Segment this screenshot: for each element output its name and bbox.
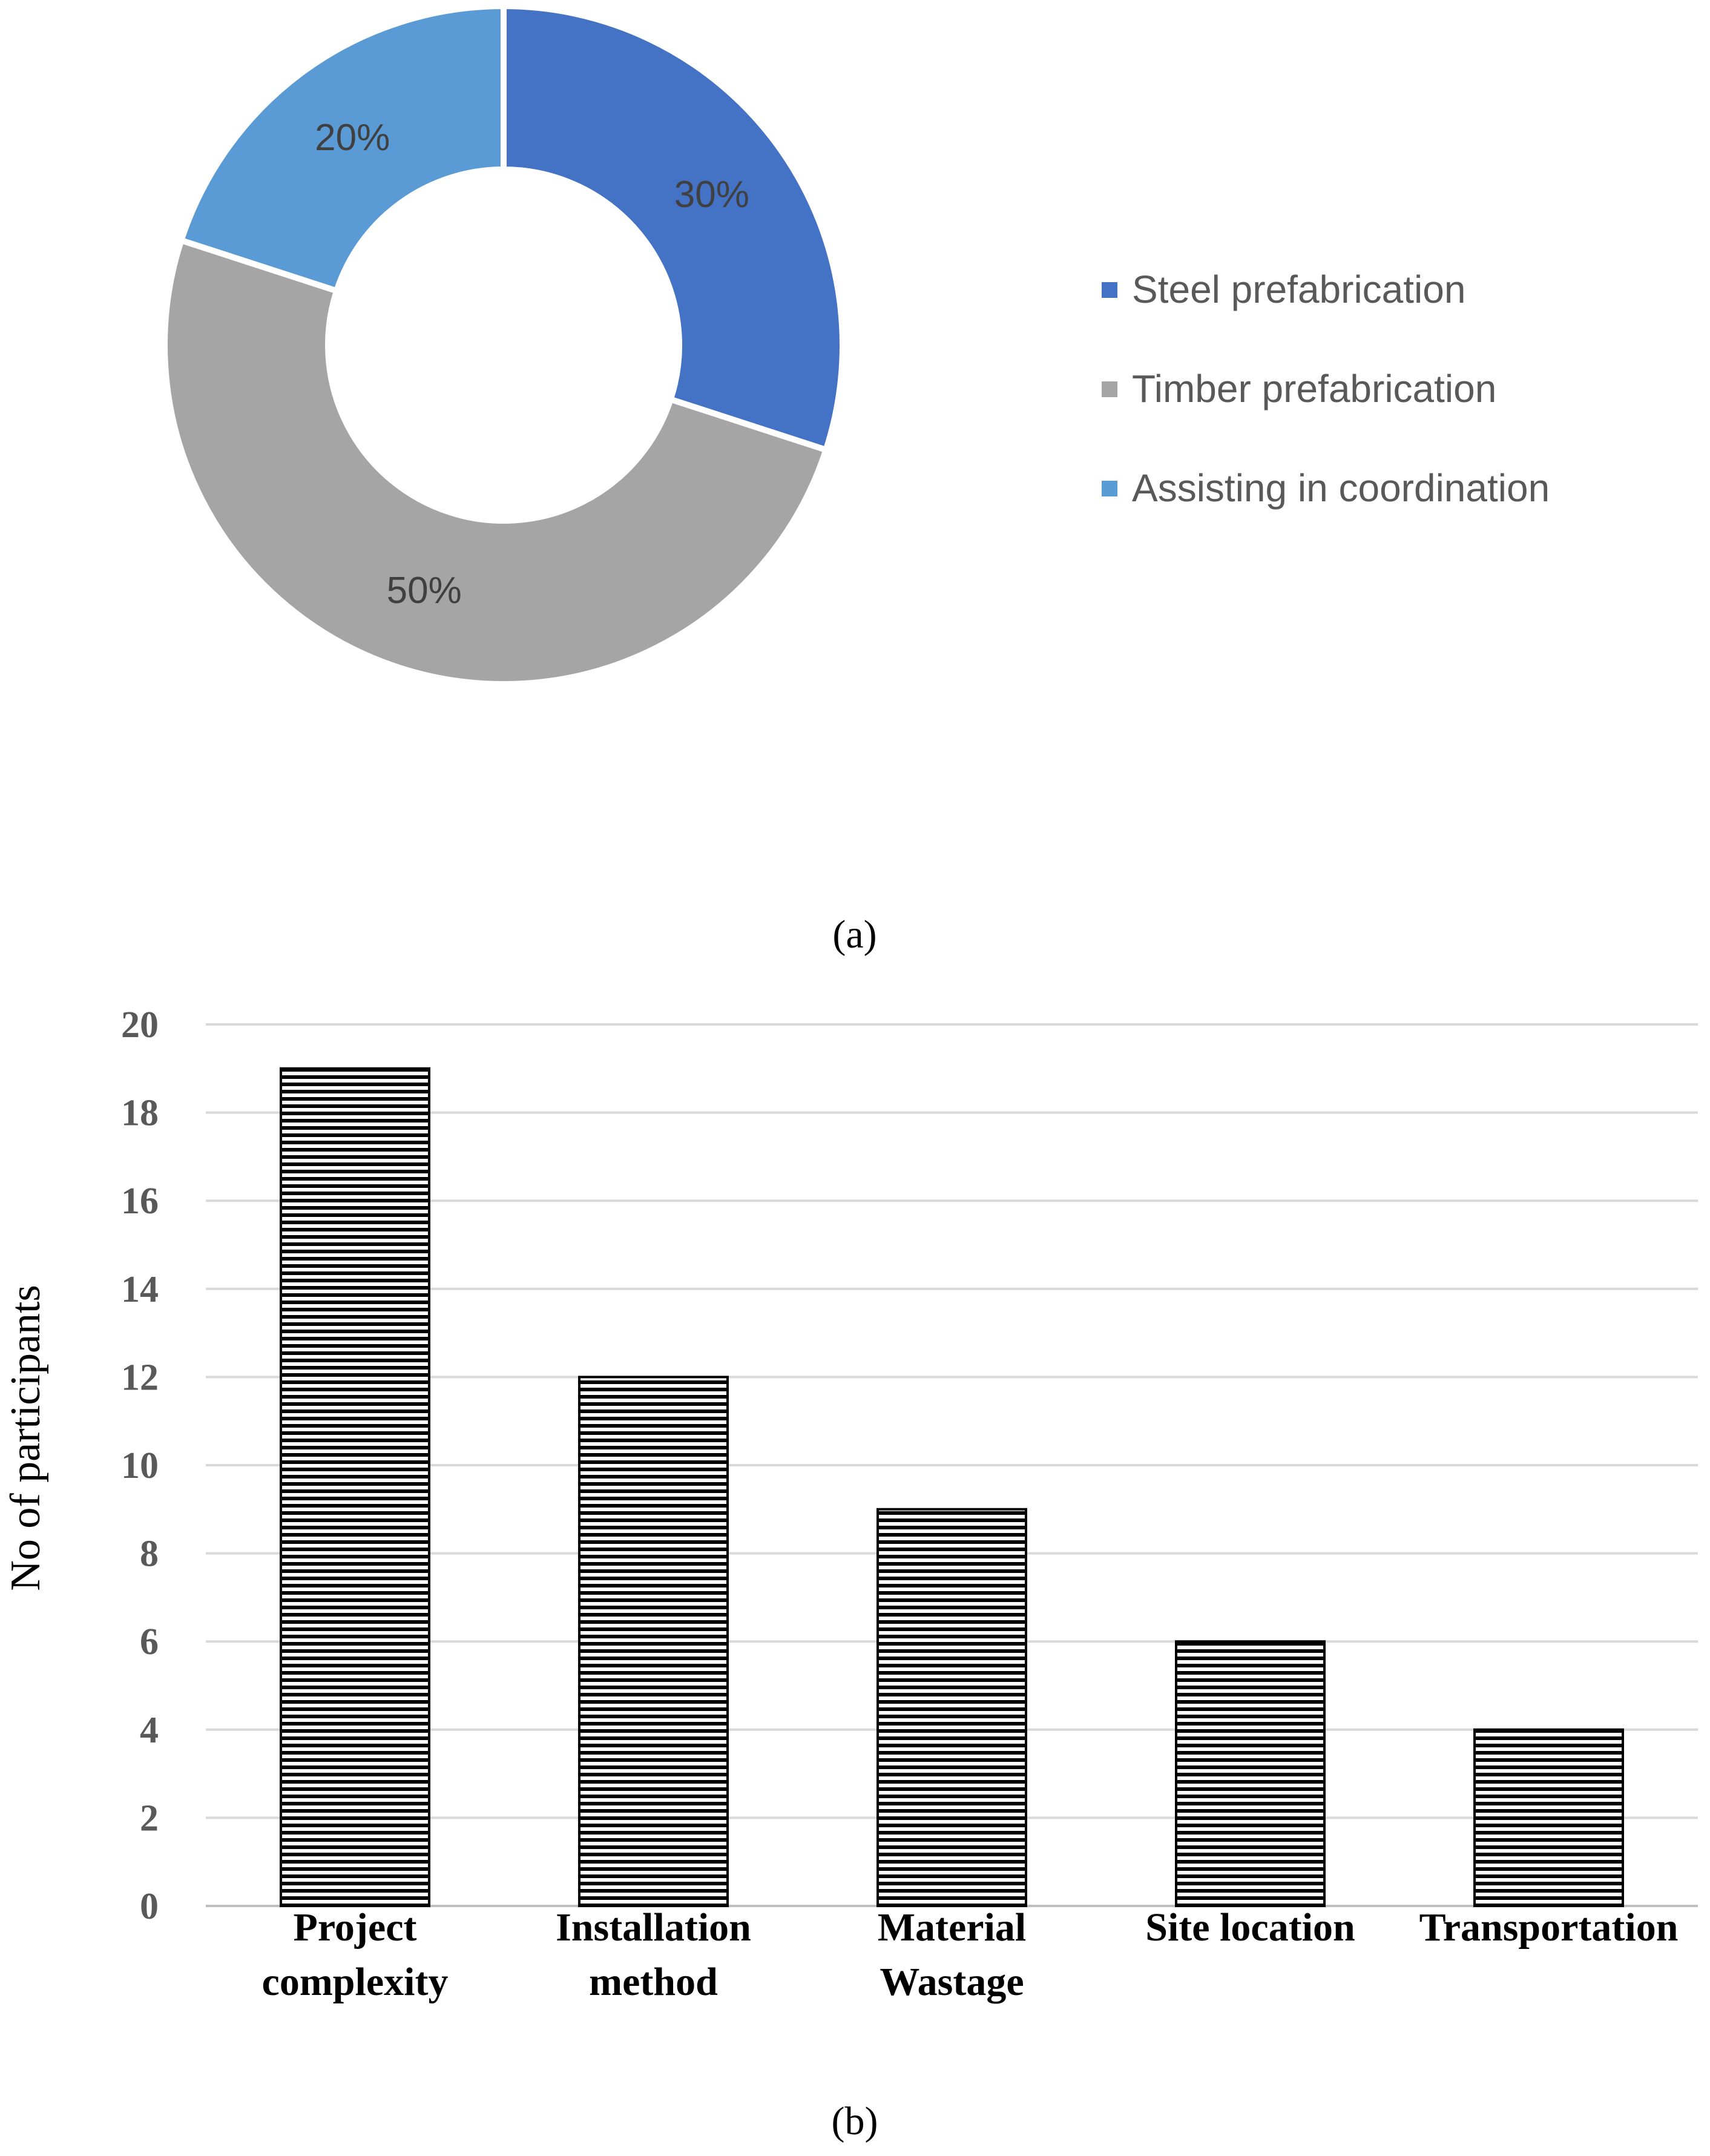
x-axis-categories: Project complexity Installation method Mater… <box>262 1905 1679 2004</box>
y-tick-label: 10 <box>121 1445 159 1486</box>
y-tick-label: 16 <box>121 1181 159 1222</box>
donut-labels: 30% 50% 20% <box>315 117 749 612</box>
y-tick-label: 0 <box>140 1886 159 1927</box>
caption-b: (b) <box>832 2099 878 2143</box>
donut-slice-steel-prefabrication <box>501 2 846 454</box>
legend-label-assisting-in-coordination: Assisting in coordination <box>1132 466 1550 510</box>
bar-project-complexity <box>280 1067 430 1907</box>
bar-chart: 0 2 4 6 8 10 12 14 16 18 20 Project complexity Insta… <box>2 1004 1698 2004</box>
y-tick-label: 2 <box>140 1798 159 1839</box>
y-tick-label: 14 <box>121 1269 159 1310</box>
y-tick-label: 8 <box>140 1534 159 1575</box>
bar-site-location <box>1175 1640 1326 1907</box>
bar-material-wastage <box>876 1508 1027 1908</box>
bar-installation-method <box>578 1376 729 1907</box>
y-tick-label: 20 <box>121 1004 159 1046</box>
gridlines <box>206 1023 1698 1907</box>
y-tick-label: 6 <box>140 1621 159 1663</box>
y-axis-title: No of participants <box>2 1285 49 1591</box>
bar-transportation <box>1473 1728 1624 1908</box>
legend-swatch-timber-prefabrication <box>1102 381 1117 397</box>
y-tick-label: 18 <box>121 1093 159 1134</box>
donut-chart: 30% 50% 20% Steel prefabrication Timber pre… <box>162 2 1550 687</box>
legend-label-timber-prefabrication: Timber prefabrication <box>1132 367 1496 410</box>
legend-swatch-steel-prefabrication <box>1102 282 1117 298</box>
x-category-label: Transportation <box>1419 1905 1679 1950</box>
bars <box>280 1067 1624 1908</box>
legend: Steel prefabrication Timber prefabricatio… <box>1102 268 1550 510</box>
donut-slice-assisting-in-coordination <box>177 2 507 295</box>
y-tick-label: 12 <box>121 1357 159 1398</box>
x-category-label: Project complexity <box>262 1905 449 2004</box>
legend-swatch-assisting-in-coordination <box>1102 481 1117 496</box>
donut-slice-timber-prefabrication <box>162 236 830 687</box>
caption-a: (a) <box>832 912 876 957</box>
x-category-label: Site location <box>1145 1905 1355 1950</box>
x-category-label: Material Wastage <box>878 1905 1027 2004</box>
x-category-label: Installation method <box>556 1905 751 2004</box>
legend-label-steel-prefabrication: Steel prefabrication <box>1132 268 1465 311</box>
donut-data-label: 20% <box>315 117 390 159</box>
donut-slices <box>162 2 846 687</box>
donut-data-label: 30% <box>674 174 749 216</box>
y-axis-ticks: 0 2 4 6 8 10 12 14 16 18 20 <box>121 1004 159 1927</box>
donut-data-label: 50% <box>387 570 462 612</box>
y-tick-label: 4 <box>140 1710 159 1751</box>
